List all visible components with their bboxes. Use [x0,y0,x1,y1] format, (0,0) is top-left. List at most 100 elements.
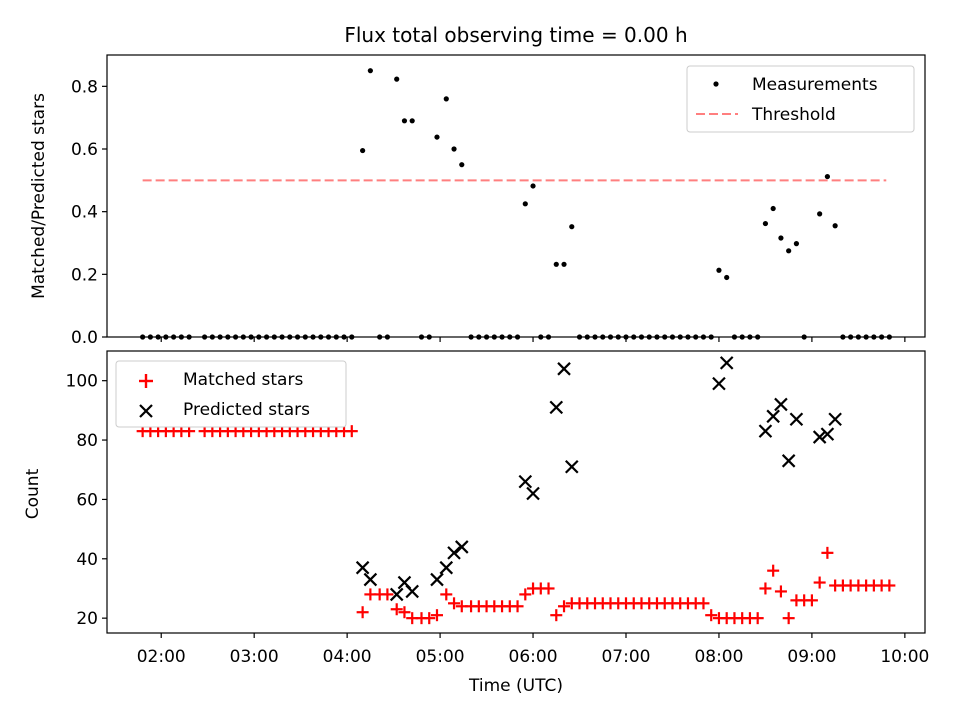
predicted-stars-point [766,409,780,424]
measurement-point [824,173,830,180]
matched-stars-point [697,597,710,610]
count-y-tick-label: 60 [76,490,98,510]
matched-stars-point [430,609,443,622]
ratio-y-tick-label: 0.0 [71,328,98,348]
measurement-point [401,118,408,124]
measurement-point [394,76,400,82]
ratio-y-tick-label: 0.8 [71,77,98,97]
count-panel-ylabel: Count [23,468,43,519]
x-tick-label: 02:00 [137,647,186,667]
matched-stars-point [558,600,571,613]
predicted-stars-point [758,424,773,438]
legend-label-matched: Matched stars [183,370,303,390]
x-tick-label: 10:00 [880,647,929,667]
legend-label-threshold: Threshold [751,105,836,125]
measurement-point [553,261,559,267]
matched-stars-point [511,600,524,613]
count-y-tick-label: 80 [76,431,98,451]
measurement-point [522,201,528,207]
predicted-stars-point [405,584,419,599]
x-tick-label: 04:00 [323,647,372,667]
count-legend-frame [115,360,347,428]
count-axes-frame [106,350,926,634]
matched-stars-point [759,582,772,595]
measurement-point [724,274,730,281]
measurement-point [360,147,366,154]
predicted-stars-point [719,356,734,370]
measurement-point [778,235,784,241]
predicted-stars-point [557,362,571,376]
measurement-point [817,211,823,217]
count-panel: Count 20 40 60 80 100 02:00 03:00 04:00 05:00 06:… [23,350,929,696]
legend-marker-measurements [713,81,719,87]
matched-stars-point [883,579,896,592]
x-tick-label: 09:00 [787,647,836,667]
matched-stars-point [423,612,436,625]
ratio-legend-frame [686,65,915,133]
measurement-point [530,183,536,189]
matched-stars-point [448,597,461,610]
matched-stars-point [751,612,764,625]
measurement-point [443,96,449,102]
matched-stars-point [550,609,563,622]
ratio-legend: Measurements Threshold [686,65,915,133]
ratio-panel: Matched/Predicted stars 0.00.20.40.60.8 … [29,54,926,348]
predicted-stars-point [564,459,579,474]
predicted-stars-point [355,560,370,575]
measurement-point [409,118,415,124]
predicted-stars-point [363,572,378,587]
measurement-point [367,68,373,74]
measurement-point [716,267,722,273]
matched-stars-point [519,588,532,601]
count-y-tick-label: 20 [76,609,98,629]
measurement-point [786,248,792,254]
matched-stars-point [705,609,718,622]
predicted-stars-point [789,412,804,427]
matched-stars-point [767,564,780,577]
predicted-stars-point [781,454,796,468]
predicted-stars-point [518,474,533,489]
measurement-point [451,146,457,152]
measurement-point [434,134,440,140]
predicted-stars-point [430,572,444,587]
matched-stars-point [805,594,818,607]
predicted-stars-point [439,560,454,575]
x-axis-label: Time (UTC) [468,676,563,696]
matched-stars-point [440,588,453,601]
ratio-y-tick-label: 0.2 [71,265,98,285]
legend-label-predicted: Predicted stars [183,400,310,420]
predicted-stars-point [828,412,842,427]
measurement-point [832,223,838,229]
predicted-stars-point [812,430,827,444]
matched-stars-point [813,576,826,589]
measurement-point [770,205,776,212]
matched-stars-point [356,606,369,619]
matched-stars-point [821,546,834,559]
predicted-stars-point [549,400,564,415]
ratio-y-tick-label: 0.6 [71,140,98,160]
predicted-stars-point [712,376,726,391]
predicted-stars-point [526,486,540,501]
predicted-stars-point [389,587,404,602]
measurement-point [459,162,465,168]
legend-marker-matched [139,374,153,388]
x-tick-label: 06:00 [509,647,558,667]
measurement-point [569,224,575,230]
measurement-point [561,261,567,267]
x-tick-label: 07:00 [601,647,650,667]
count-legend: Matched stars Predicted stars [115,360,347,428]
predicted-stars-point [454,540,469,554]
count-y-tick-label: 40 [76,550,98,570]
matched-stars-point [782,612,795,625]
chart-title: Flux total observing time = 0.00 h [344,23,687,47]
matched-stars-point [381,588,394,601]
matched-stars-point [390,603,403,616]
x-tick-label: 08:00 [694,647,743,667]
matched-stars-point [345,425,358,438]
predicted-stars-point [447,546,461,560]
matched-stars-point [542,582,555,595]
ratio-y-tick-label: 0.4 [71,203,98,223]
measurement-point [762,220,769,227]
count-y-tick-label: 100 [66,372,98,392]
measurement-point [793,241,800,247]
